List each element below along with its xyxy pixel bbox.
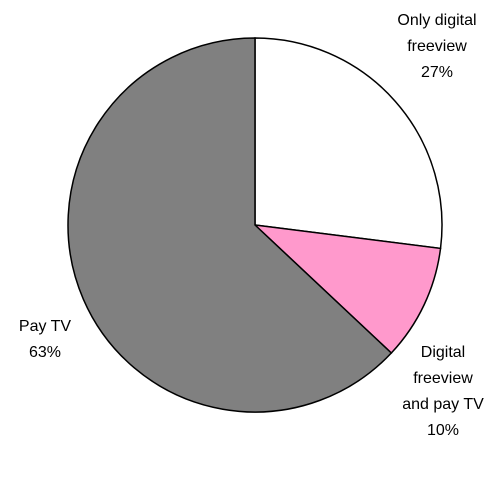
value-label: 10% — [426, 422, 460, 439]
pie-slice — [252, 223, 442, 355]
category-label: Digital freeview and pay TV — [402, 344, 484, 413]
slice-label: Pay TV 63% — [3, 314, 87, 366]
slice-label: Only digital freeview 27% — [395, 8, 479, 86]
value-label: 27% — [420, 64, 454, 81]
pie-slice — [67, 37, 393, 413]
slice-label: Digital freeview and pay TV 10% — [401, 340, 485, 444]
category-label: Pay TV — [18, 318, 72, 335]
value-label: 63% — [28, 344, 62, 361]
category-label: Only digital freeview — [397, 12, 477, 55]
pie-slice — [254, 37, 443, 250]
